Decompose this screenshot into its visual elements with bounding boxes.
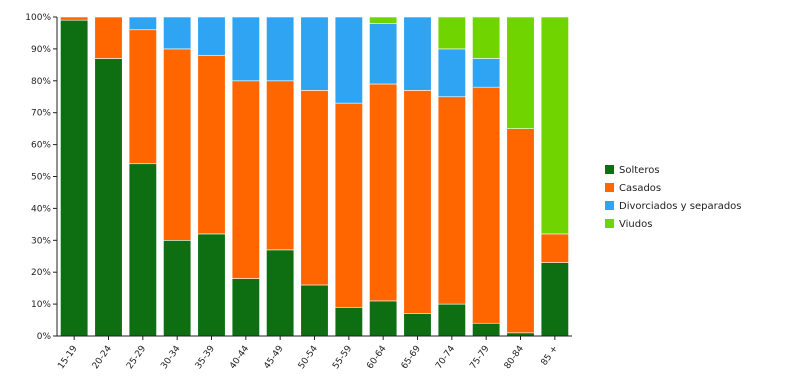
bar-segment: [472, 86, 501, 324]
bar-segment: [197, 54, 226, 235]
x-tick-label: 75-79: [468, 344, 491, 371]
x-tick-label: 65-69: [400, 344, 423, 371]
bar-segment: [128, 163, 157, 337]
bar-segment: [231, 278, 260, 337]
y-tick-label: 30%: [31, 236, 51, 246]
x-axis-ticks: 15-19 20-24 25-29 30-34 35-39 40-44 45-49 50-54…: [56, 336, 560, 371]
y-tick-label: 40%: [31, 204, 51, 214]
bar-segment: [437, 16, 466, 50]
bar-segment: [403, 16, 432, 91]
bar-segment: [437, 96, 466, 305]
bar-segment: [437, 48, 466, 98]
bar-segment: [403, 90, 432, 314]
legend-swatch: [605, 165, 614, 174]
bars: [60, 16, 569, 337]
y-axis-ticks: 0% 10% 20% 30% 40% 50% 60% 70% 80% 90% 100%: [25, 13, 57, 342]
bar-segment: [266, 80, 295, 251]
bar-segment: [163, 16, 192, 50]
x-tick-label: 50-54: [297, 344, 320, 371]
bar-segment: [300, 16, 329, 91]
bar-segment: [472, 58, 501, 88]
y-tick-label: 80%: [31, 77, 51, 87]
bar-segment: [334, 306, 363, 337]
x-tick-label: 85 +: [540, 344, 561, 368]
legend-label: Divorciados y separados: [619, 201, 742, 212]
x-tick-label: 20-24: [91, 344, 114, 371]
y-tick-label: 50%: [31, 173, 51, 183]
bar-segment: [403, 313, 432, 337]
bar-segment: [60, 16, 89, 21]
y-tick-label: 0%: [37, 332, 52, 342]
y-tick-label: 20%: [31, 268, 51, 278]
bar-segment: [506, 128, 535, 334]
bar-segment: [197, 16, 226, 56]
bar-segment: [540, 16, 569, 235]
legend-swatch: [605, 183, 614, 192]
legend-label: Solteros: [619, 165, 660, 176]
x-tick-label: 45-49: [262, 344, 285, 371]
bar-segment: [94, 58, 123, 337]
x-tick-label: 25-29: [125, 344, 148, 371]
bar-segment: [540, 233, 569, 263]
legend-swatch: [605, 219, 614, 228]
bar-segment: [60, 19, 89, 337]
bar-segment: [163, 48, 192, 241]
x-tick-label: 55-59: [331, 344, 354, 371]
bar-segment: [128, 29, 157, 165]
bar-segment: [369, 23, 398, 85]
bar-segment: [472, 16, 501, 59]
x-tick-label: 60-64: [365, 344, 388, 371]
bar-segment: [472, 322, 501, 337]
x-tick-label: 35-39: [194, 344, 217, 371]
y-tick-label: 100%: [25, 13, 51, 23]
bar-segment: [369, 16, 398, 24]
bar-segment: [334, 102, 363, 308]
x-tick-label: 70-74: [434, 344, 457, 371]
bar-segment: [231, 80, 260, 279]
bar-segment: [266, 16, 295, 82]
bar-segment: [163, 240, 192, 337]
bar-segment: [300, 90, 329, 286]
bar-segment: [231, 16, 260, 82]
legend-label: Casados: [619, 183, 661, 194]
bar-segment: [437, 303, 466, 337]
x-tick-label: 15-19: [56, 344, 79, 371]
x-tick-label: 80-84: [503, 344, 526, 371]
bar-segment: [128, 16, 157, 31]
bar-segment: [300, 284, 329, 337]
x-tick-label: 30-34: [159, 344, 182, 371]
bar-segment: [369, 83, 398, 302]
y-tick-label: 60%: [31, 141, 51, 151]
y-tick-label: 70%: [31, 109, 51, 119]
bar-segment: [266, 249, 295, 337]
y-tick-label: 10%: [31, 300, 51, 310]
legend-swatch: [605, 201, 614, 210]
bar-segment: [197, 233, 226, 337]
legend: Solteros Casados Divorciados y separados Vi…: [605, 165, 742, 230]
bar-segment: [540, 262, 569, 337]
legend-label: Viudos: [619, 219, 652, 230]
bar-segment: [334, 16, 363, 104]
bar-segment: [506, 16, 535, 129]
bar-segment: [94, 16, 123, 59]
x-tick-label: 40-44: [228, 344, 251, 371]
y-tick-label: 90%: [31, 45, 51, 55]
bar-segment: [369, 300, 398, 337]
